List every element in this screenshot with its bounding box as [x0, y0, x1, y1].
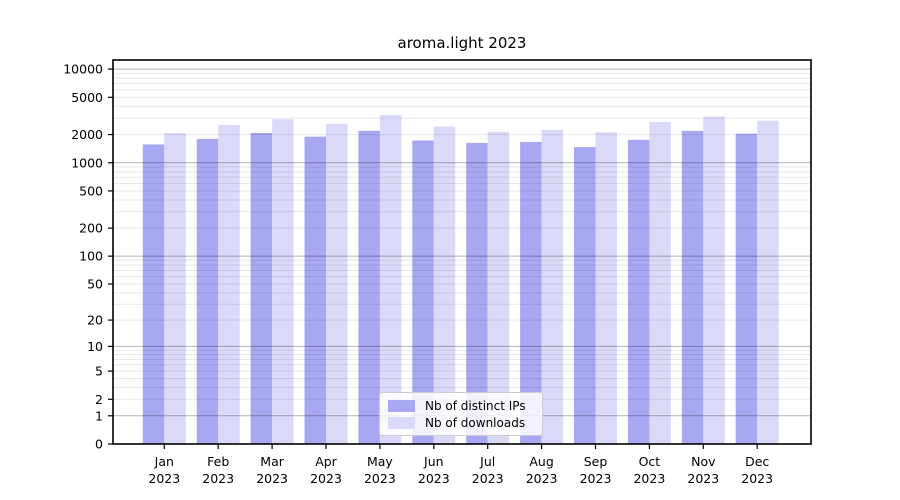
y-tick-label-0: 0 — [95, 437, 103, 452]
x-tick-label-year-may: 2023 — [364, 471, 396, 486]
bar-downloads-jul — [487, 131, 510, 444]
bar-distinct-ips-jan — [142, 144, 165, 444]
bar-downloads-jan — [164, 132, 186, 444]
x-tick-label-month-jun: Jun — [423, 454, 444, 469]
x-tick-label-month-jul: Jul — [479, 454, 495, 469]
x-tick-label-year-sep: 2023 — [580, 471, 612, 486]
x-tick-label-year-jul: 2023 — [472, 471, 504, 486]
y-tick-label-20: 20 — [87, 313, 103, 328]
legend-label-downloads: Nb of downloads — [425, 415, 526, 430]
bar-downloads-aug — [541, 129, 564, 444]
legend-entry-distinct-ips: Nb of distinct IPs — [388, 398, 533, 413]
bar-downloads-dec — [757, 120, 779, 444]
bar-distinct-ips-jul — [466, 142, 488, 444]
bar-distinct-ips-oct — [627, 139, 650, 445]
y-tick-label-2: 2 — [95, 392, 103, 407]
y-tick-label-5: 5 — [95, 364, 103, 379]
x-tick-label-year-oct: 2023 — [633, 471, 665, 486]
bar-downloads-apr — [326, 123, 348, 444]
legend-swatch-downloads — [388, 416, 415, 429]
x-tick-label-year-aug: 2023 — [526, 471, 558, 486]
bar-distinct-ips-mar — [250, 132, 273, 444]
bar-downloads-mar — [272, 119, 294, 444]
x-tick-label-month-nov: Nov — [691, 454, 716, 469]
x-tick-label-month-feb: Feb — [207, 454, 229, 469]
bar-distinct-ips-nov — [681, 130, 704, 444]
x-tick-label-month-sep: Sep — [584, 454, 608, 469]
plot-frame — [112, 59, 812, 445]
y-tick-label-50: 50 — [87, 276, 103, 291]
x-tick-label-month-may: May — [367, 454, 393, 469]
x-tick-label-year-nov: 2023 — [687, 471, 719, 486]
bar-distinct-ips-sep — [574, 147, 596, 444]
y-tick-label-10000: 10000 — [63, 62, 103, 77]
legend-label-distinct-ips: Nb of distinct IPs — [425, 398, 526, 413]
x-tick-label-year-mar: 2023 — [256, 471, 288, 486]
bar-downloads-feb — [218, 125, 240, 444]
y-tick-label-10: 10 — [87, 339, 103, 354]
y-tick-label-100: 100 — [79, 249, 103, 264]
x-tick-label-month-jan: Jan — [154, 454, 174, 469]
x-tick-label-month-aug: Aug — [529, 454, 553, 469]
x-tick-label-month-mar: Mar — [260, 454, 284, 469]
x-tick-label-year-jun: 2023 — [418, 471, 450, 486]
bar-downloads-sep — [595, 132, 617, 444]
legend-entry-downloads: Nb of downloads — [388, 415, 533, 430]
x-tick-label-month-dec: Dec — [745, 454, 769, 469]
x-tick-label-year-feb: 2023 — [202, 471, 234, 486]
x-tick-label-year-dec: 2023 — [741, 471, 773, 486]
x-tick-label-month-apr: Apr — [315, 454, 337, 469]
y-tick-label-500: 500 — [79, 183, 103, 198]
y-tick-label-2000: 2000 — [71, 127, 103, 142]
legend-swatch-distinct-ips — [388, 399, 415, 412]
y-tick-label-1000: 1000 — [71, 155, 103, 170]
legend: Nb of distinct IPs Nb of downloads — [379, 392, 543, 436]
x-tick-label-year-jan: 2023 — [148, 471, 180, 486]
y-tick-label-200: 200 — [79, 221, 103, 236]
x-tick-label-month-oct: Oct — [639, 454, 661, 469]
bar-downloads-jun — [433, 126, 456, 444]
bar-downloads-may — [379, 115, 402, 444]
bar-distinct-ips-apr — [304, 136, 326, 444]
y-tick-label-1: 1 — [95, 408, 103, 423]
bar-downloads-oct — [649, 122, 671, 444]
bar-distinct-ips-dec — [735, 133, 758, 444]
bar-distinct-ips-may — [358, 130, 380, 444]
y-tick-label-5000: 5000 — [71, 90, 103, 105]
bar-distinct-ips-aug — [520, 141, 542, 444]
x-tick-label-year-apr: 2023 — [310, 471, 342, 486]
bar-distinct-ips-feb — [196, 138, 219, 444]
bar-downloads-nov — [703, 116, 725, 444]
chart-title: aroma.light 2023 — [397, 34, 527, 52]
bar-distinct-ips-jun — [412, 140, 434, 444]
